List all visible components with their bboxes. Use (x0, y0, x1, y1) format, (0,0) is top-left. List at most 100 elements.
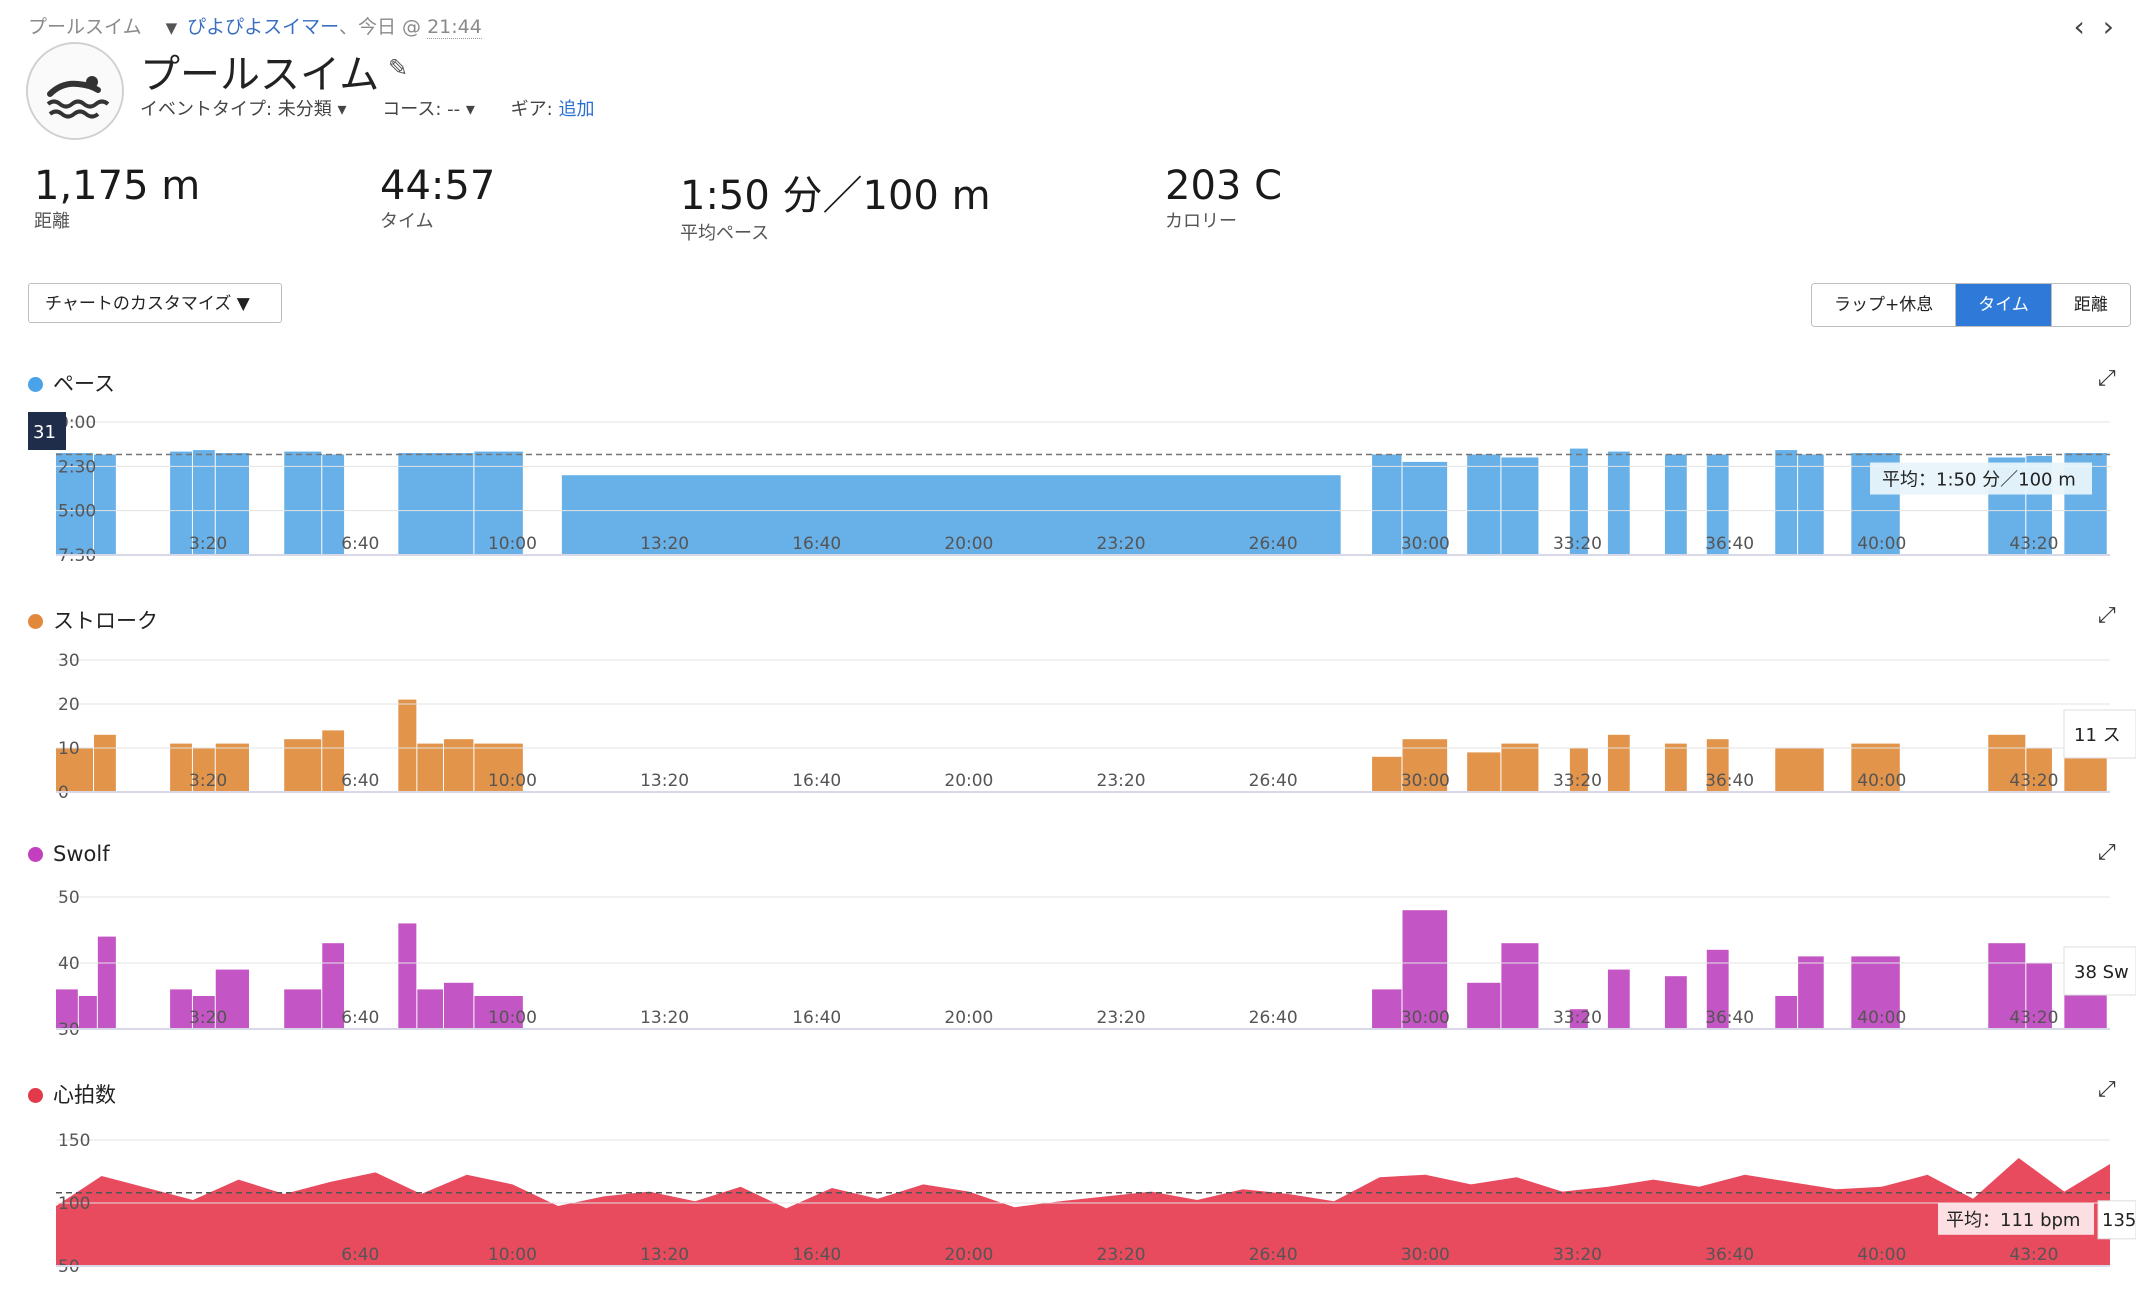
expand-icon[interactable]: ⤢ (2098, 840, 2116, 865)
pace-bar (215, 453, 249, 555)
pace-bar (192, 450, 215, 555)
swolf-bar (1706, 949, 1729, 1029)
gear-add-link[interactable]: 追加 (558, 99, 595, 120)
x-tick-label: 33:20 (1553, 1245, 1602, 1265)
pace-bar (561, 475, 1341, 555)
tab-time[interactable]: タイム (1956, 284, 2052, 326)
tooltip-box (2063, 946, 2136, 996)
legend-dot (28, 1088, 43, 1103)
x-tick-label: 43:20 (2009, 771, 2058, 791)
swolf-bar (56, 989, 78, 1029)
y-tick-label: 100 (58, 1194, 90, 1214)
pace-bar (1607, 451, 1630, 555)
x-tick-label: 26:40 (1249, 1245, 1298, 1265)
breadcrumb-time[interactable]: 21:44 (427, 16, 482, 39)
tooltip-box (2097, 1200, 2136, 1240)
x-tick-label: 10:00 (488, 771, 537, 791)
x-tick-label: 30:00 (1401, 771, 1450, 791)
chart-title-stroke: ストローク (28, 605, 158, 635)
y-tick-label: 50 (58, 888, 80, 908)
swim-icon (26, 42, 124, 140)
x-tick-label: 13:20 (640, 1245, 689, 1265)
breadcrumb: プールスイム ▼ ぴよぴよスイマー、今日 @ 21:44 (28, 12, 482, 39)
average-label-bg (1870, 462, 2092, 495)
tab-distance[interactable]: 距離 (2051, 284, 2130, 326)
x-tick-label: 23:20 (1097, 771, 1146, 791)
x-tick-label: 20:00 (944, 771, 993, 791)
chevron-right-icon[interactable]: › (2102, 10, 2114, 43)
x-tick-label: 6:40 (341, 1008, 379, 1028)
legend-dot (28, 377, 43, 392)
chart-title-text: ストローク (53, 609, 158, 633)
gear-label: ギア: (510, 99, 553, 120)
x-tick-label: 16:40 (792, 534, 841, 554)
x-tick-label: 6:40 (341, 1245, 379, 1265)
x-tick-label: 40:00 (1857, 1245, 1906, 1265)
expand-icon[interactable]: ⤢ (2098, 366, 2116, 391)
swolf-bar (1402, 910, 1448, 1029)
x-tick-label: 33:20 (1553, 1008, 1602, 1028)
x-axis-mode-toggle: ラップ+休息 タイム 距離 (1811, 283, 2131, 327)
y-tick-label: 150 (58, 1131, 90, 1151)
swolf-bar (1467, 982, 1501, 1029)
x-tick-label: 13:20 (640, 534, 689, 554)
swolf-bar (443, 982, 474, 1029)
swolf-bar (1607, 969, 1630, 1029)
expand-icon[interactable]: ⤢ (2098, 1077, 2116, 1102)
pace-bar (1706, 454, 1729, 555)
y-tick-label: 0:00 (58, 413, 96, 433)
tab-laps-rest[interactable]: ラップ+休息 (1812, 284, 1957, 326)
stat-label: 距離 (34, 211, 70, 232)
x-tick-label: 30:00 (1401, 1245, 1450, 1265)
pace-bar (170, 451, 192, 555)
chart-title-heart-rate: 心拍数 (28, 1079, 116, 1109)
average-label: 平均：1:50 分／100 m (1882, 470, 2076, 491)
customize-charts-button[interactable]: チャートのカスタマイズ ▼ (28, 283, 282, 323)
breadcrumb-user-link[interactable]: ぴよぴよスイマー (187, 16, 339, 38)
stat-time: 44:57 タイム (380, 163, 495, 233)
heart-rate-area (56, 1158, 2110, 1266)
y-tick-label: 40 (58, 954, 80, 974)
average-label: 平均：111 bpm (1946, 1210, 2080, 1231)
pace-bar (1402, 461, 1448, 555)
legend-dot (28, 847, 43, 862)
swolf-bar (1372, 989, 1402, 1029)
swolf-bar (2026, 963, 2052, 1029)
x-tick-label: 23:20 (1097, 1245, 1146, 1265)
x-tick-label: 20:00 (944, 1245, 993, 1265)
tooltip-text: 38 Sw (2074, 962, 2129, 983)
x-tick-label: 23:20 (1097, 534, 1146, 554)
legend-dot (28, 614, 43, 629)
activity-meta: イベントタイプ: 未分類 ▾ コース: -- ▾ ギア: 追加 (140, 95, 594, 121)
stroke-bar (1775, 748, 1824, 792)
stroke-bar (1607, 734, 1630, 792)
course-dropdown[interactable]: コース: -- ▾ (382, 99, 475, 120)
cursor-marker (28, 412, 66, 450)
stroke-bar (1851, 743, 1900, 792)
x-tick-label: 16:40 (792, 1245, 841, 1265)
chart-title-text: 心拍数 (53, 1083, 116, 1107)
dropdown-triangle-icon[interactable]: ▼ (165, 19, 178, 37)
swolf-bar (97, 936, 116, 1029)
x-tick-label: 10:00 (488, 1008, 537, 1028)
chevron-left-icon[interactable]: ‹ (2073, 10, 2085, 43)
swolf-bar (1569, 1009, 1588, 1029)
stroke-bar (1501, 743, 1539, 792)
stat-value: 1,175 m (34, 163, 201, 209)
pace-bar (1664, 454, 1687, 555)
event-type-dropdown[interactable]: イベントタイプ: 未分類 ▾ (140, 99, 347, 120)
pencil-icon[interactable]: ✎ (388, 54, 409, 82)
y-tick-label: 30 (58, 651, 80, 671)
swolf-bar (170, 989, 192, 1029)
y-tick-label: 10 (58, 739, 80, 759)
x-tick-label: 40:00 (1857, 771, 1906, 791)
pace-bar (1501, 457, 1539, 555)
stroke-bar (474, 743, 523, 792)
stat-calories: 203 C カロリー (1165, 163, 1282, 233)
stroke-bar (2026, 748, 2052, 792)
stroke-bar (1372, 756, 1402, 792)
breadcrumb-activity-type[interactable]: プールスイム (28, 16, 142, 38)
stroke-bar (284, 739, 322, 792)
expand-icon[interactable]: ⤢ (2098, 603, 2116, 628)
